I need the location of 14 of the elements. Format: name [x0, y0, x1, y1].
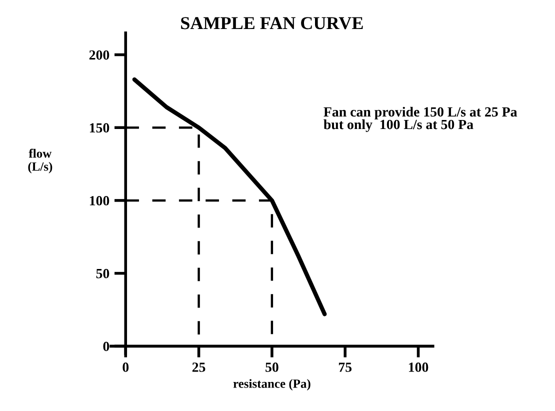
x-axis-title: resistance (Pa): [233, 379, 310, 390]
y-tick-label: 0: [103, 342, 110, 352]
x-tick-label: 75: [338, 362, 352, 372]
y-tick-label: 50: [96, 268, 110, 278]
y-tick-label: 200: [89, 50, 110, 60]
x-tick-label: 50: [266, 362, 278, 372]
x-tick-label: 100: [408, 362, 428, 372]
y-tick-label: 100: [90, 196, 110, 206]
y-tick-label: 150: [90, 123, 110, 133]
annotation: Fan can provide 150 L/s at 25 Pa but only 100 L/s at 50 Pa: [324, 106, 518, 132]
y-axis-title: flow (L/s): [28, 148, 52, 174]
chart-title: SAMPLE FAN CURVE: [181, 17, 363, 30]
x-tick-label: 25: [192, 362, 206, 372]
x-tick-label: 0: [122, 362, 129, 372]
